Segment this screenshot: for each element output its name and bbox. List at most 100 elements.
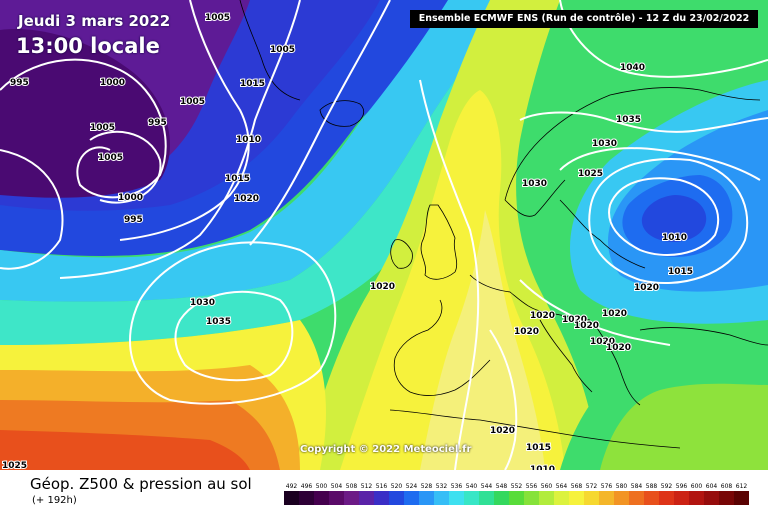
scale-color-swatch	[494, 491, 509, 505]
scale-tick-label: 528	[421, 483, 433, 490]
scale-color-swatch	[704, 491, 719, 505]
scale-color-swatch	[644, 491, 659, 505]
svg-text:1040: 1040	[620, 63, 645, 73]
scale-color-swatch	[434, 491, 449, 505]
scale-color-swatch	[479, 491, 494, 505]
svg-text:1035: 1035	[206, 317, 231, 327]
product-title: Géop. Z500 & pression au sol	[30, 475, 252, 493]
scale-tick-label: 540	[466, 483, 478, 490]
scale-color-swatch	[659, 491, 674, 505]
scale-tick-label: 552	[511, 483, 523, 490]
scale-tick-label: 564	[556, 483, 568, 490]
scale-color-swatch	[464, 491, 479, 505]
svg-text:1010: 1010	[236, 135, 261, 145]
scale-color-swatch	[614, 491, 629, 505]
scale-color-swatch	[344, 491, 359, 505]
scale-tick-label: 520	[391, 483, 403, 490]
isobars	[0, 0, 768, 470]
scale-color-swatch	[299, 491, 314, 505]
scale-color-swatch	[599, 491, 614, 505]
svg-text:1020: 1020	[530, 311, 555, 321]
scale-tick-label: 524	[406, 483, 418, 490]
svg-text:995: 995	[124, 215, 143, 225]
svg-text:1015: 1015	[668, 267, 693, 277]
svg-text:995: 995	[10, 78, 29, 88]
svg-text:1010: 1010	[530, 465, 555, 470]
svg-text:1020: 1020	[514, 327, 539, 337]
svg-text:1020: 1020	[634, 283, 659, 293]
scale-tick-label: 536	[451, 483, 463, 490]
svg-text:1005: 1005	[180, 97, 205, 107]
scale-tick-label: 556	[526, 483, 538, 490]
copyright-notice: Copyright © 2022 Meteociel.fr	[300, 444, 472, 455]
scale-tick-label: 588	[646, 483, 658, 490]
scale-tick-label: 532	[436, 483, 448, 490]
svg-text:1020: 1020	[606, 343, 631, 353]
svg-text:1025: 1025	[2, 461, 27, 470]
forecast-lead-time: (+ 192h)	[32, 495, 77, 506]
scale-color-swatch	[404, 491, 419, 505]
scale-color-swatch	[329, 491, 344, 505]
scale-color-swatch	[284, 491, 299, 505]
svg-text:1030: 1030	[592, 139, 617, 149]
scale-color-swatch	[674, 491, 689, 505]
scale-tick-label: 508	[346, 483, 358, 490]
scale-tick-label: 596	[676, 483, 688, 490]
scale-tick-label: 612	[736, 483, 748, 490]
scale-tick-label: 544	[481, 483, 493, 490]
svg-text:1000: 1000	[118, 193, 143, 203]
scale-tick-label: 512	[361, 483, 373, 490]
svg-text:1010: 1010	[662, 233, 687, 243]
scale-color-swatch	[524, 491, 539, 505]
scale-color-swatch	[629, 491, 644, 505]
scale-tick-label: 500	[316, 483, 328, 490]
scale-tick-label: 576	[601, 483, 613, 490]
forecast-local-time: 13:00 locale	[16, 34, 160, 58]
forecast-date: Jeudi 3 mars 2022	[18, 12, 171, 30]
svg-text:1005: 1005	[90, 123, 115, 133]
scale-tick-label: 580	[616, 483, 628, 490]
scale-color-swatch	[509, 491, 524, 505]
z500-color-scale: 492 496 500 504 508 512 516 520 524 528 532 536 540 5…	[284, 483, 749, 505]
svg-text:1030: 1030	[190, 298, 215, 308]
scale-tick-label: 504	[331, 483, 343, 490]
scale-color-swatch	[689, 491, 704, 505]
svg-text:1030: 1030	[522, 179, 547, 189]
scale-color-swatch	[359, 491, 374, 505]
scale-tick-label: 608	[721, 483, 733, 490]
svg-text:1020: 1020	[490, 426, 515, 436]
scale-color-swatch	[584, 491, 599, 505]
svg-text:1005: 1005	[205, 13, 230, 23]
scale-color-swatch	[719, 491, 734, 505]
svg-text:1020: 1020	[234, 194, 259, 204]
svg-text:1005: 1005	[270, 45, 295, 55]
scale-color-swatch	[449, 491, 464, 505]
scale-tick-label: 584	[631, 483, 643, 490]
scale-color-swatch	[569, 491, 584, 505]
model-run-info: Ensemble ECMWF ENS (Run de contrôle) - 1…	[410, 10, 758, 28]
scale-color-swatch	[554, 491, 569, 505]
scale-tick-label: 568	[571, 483, 583, 490]
weather-map: 995 1005 1005 1000 995 1005 1005 1000 99…	[0, 0, 768, 470]
coastlines	[239, 0, 768, 449]
svg-text:1020: 1020	[590, 337, 615, 347]
scale-tick-label: 600	[691, 483, 703, 490]
scale-tick-label: 604	[706, 483, 718, 490]
svg-text:1015: 1015	[225, 174, 250, 184]
scale-color-swatch	[374, 491, 389, 505]
scale-tick-label: 560	[541, 483, 553, 490]
scale-color-swatch	[419, 491, 434, 505]
scale-tick-label: 496	[301, 483, 313, 490]
svg-text:1005: 1005	[98, 153, 123, 163]
svg-text:1020: 1020	[602, 309, 627, 319]
svg-text:1020: 1020	[562, 315, 587, 325]
svg-text:1015: 1015	[240, 79, 265, 89]
svg-text:1020: 1020	[370, 282, 395, 292]
scale-tick-label: 572	[586, 483, 598, 490]
z500-color-fill	[0, 0, 768, 470]
scale-tick-label: 516	[376, 483, 388, 490]
scale-tick-label: 592	[661, 483, 673, 490]
isobar-labels: 995 1005 1005 1000 995 1005 1005 1000 99…	[1, 12, 694, 470]
svg-text:1000: 1000	[100, 78, 125, 88]
scale-color-swatch	[734, 491, 749, 505]
